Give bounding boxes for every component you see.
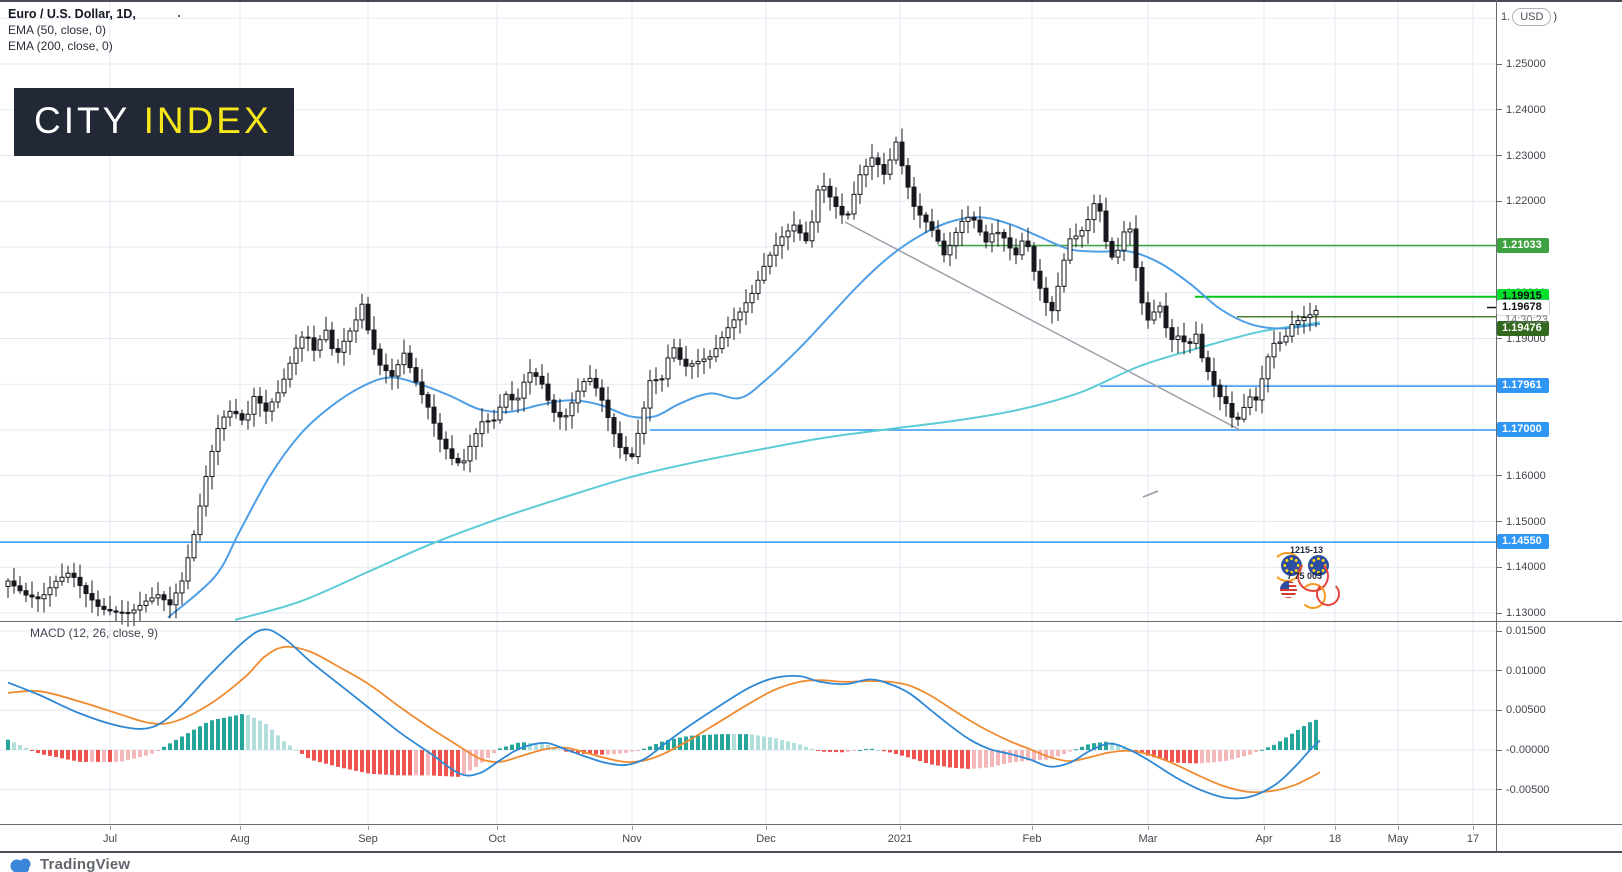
candlesticks — [5, 128, 1319, 627]
top-border — [0, 0, 1622, 2]
time-label-2021: 2021 — [887, 833, 913, 845]
price-axis-border — [1496, 0, 1497, 851]
time-label-Apr: Apr — [1255, 833, 1273, 845]
axis-top-row: 1. USD ) — [1501, 8, 1557, 26]
time-tick — [632, 826, 633, 830]
ema50-line — [167, 216, 1321, 619]
time-tick — [1264, 826, 1265, 830]
price-level-label-1.21033: 1.21033 — [1497, 237, 1549, 253]
stray-dot — [178, 15, 180, 17]
macd-tick-0.01000: 0.01000 — [1497, 664, 1546, 678]
macd-histogram — [6, 714, 1318, 777]
macd-indicator-label[interactable]: MACD (12, 26, close, 9) — [30, 626, 159, 640]
tradingview-cloud-icon — [10, 858, 31, 872]
event-ring-icon — [1316, 582, 1340, 606]
eu-flag-icon — [1281, 555, 1302, 576]
brand-word-city: CITY — [34, 100, 131, 141]
time-tick — [1148, 826, 1149, 830]
symbol-title[interactable]: Euro / U.S. Dollar, 1D, — [8, 7, 136, 21]
price-tick-1.14000: 1.14000 — [1497, 560, 1546, 574]
price-level-label-1.17961: 1.17961 — [1497, 378, 1549, 394]
time-tick — [240, 826, 241, 830]
axis-partial-label-right: ) — [1553, 11, 1558, 23]
event-badge-bottom: 7 75 003 — [1287, 571, 1323, 581]
price-tick-1.25000: 1.25000 — [1497, 57, 1546, 71]
city-index-logo: CITY INDEX — [14, 88, 294, 156]
us-flag-icon — [1280, 581, 1297, 598]
time-tick — [900, 826, 901, 830]
price-level-label-1.14550: 1.14550 — [1497, 534, 1549, 550]
time-tick — [1473, 826, 1474, 830]
indicator-ema200-label[interactable]: EMA (200, close, 0) — [8, 39, 113, 53]
time-axis-border — [0, 824, 1622, 825]
usd-currency-button[interactable]: USD — [1512, 8, 1552, 26]
price-tick-1.24000: 1.24000 — [1497, 103, 1546, 117]
time-label-Oct: Oct — [488, 833, 506, 845]
time-tick — [1032, 826, 1033, 830]
macd-tick--0.00000: -0.00000 — [1497, 743, 1549, 757]
time-label-Mar: Mar — [1138, 833, 1158, 845]
price-tick-1.22000: 1.22000 — [1497, 194, 1546, 208]
time-tick — [1335, 826, 1336, 830]
price-axis[interactable]: 1. USD ) 1.25000 1.24000 1.23000 1.22000 1.2… — [1497, 0, 1622, 851]
macd-tick--0.00500: -0.00500 — [1497, 783, 1549, 797]
time-label-Dec: Dec — [756, 833, 776, 845]
panel-divider[interactable] — [0, 621, 1622, 622]
trendline — [844, 221, 1241, 431]
time-tick — [1398, 826, 1399, 830]
event-badge-top: 1215-13 — [1290, 545, 1324, 555]
time-tick — [368, 826, 369, 830]
time-label-Nov: Nov — [622, 833, 642, 845]
price-tick-1.16000: 1.16000 — [1497, 469, 1546, 483]
price-tick-1.15000: 1.15000 — [1497, 515, 1546, 529]
price-tick-1.13000: 1.13000 — [1497, 606, 1546, 620]
chart-legend: Euro / U.S. Dollar, 1D, EMA (50, close, … — [8, 6, 136, 54]
time-tick — [497, 826, 498, 830]
last-price-label: 1.19678 — [1497, 299, 1549, 315]
time-label-May: May — [1387, 833, 1409, 845]
bottom-border — [0, 851, 1622, 853]
time-label-17: 17 — [1466, 833, 1480, 845]
time-label-Aug: Aug — [230, 833, 250, 845]
price-level-label-1.19476: 1.19476 — [1497, 320, 1549, 336]
chart-plot-area[interactable] — [0, 0, 1496, 824]
small-gray-mark — [1142, 490, 1159, 498]
ema200-line — [234, 321, 1321, 621]
macd-tick-0.00500: 0.00500 — [1497, 703, 1546, 717]
macd-tick-0.01500: 0.01500 — [1497, 624, 1546, 638]
indicator-ema50-label[interactable]: EMA (50, close, 0) — [8, 23, 107, 37]
time-label-Feb: Feb — [1022, 833, 1042, 845]
macd-line — [7, 628, 1321, 800]
time-tick — [766, 826, 767, 830]
axis-partial-label: 1. — [1501, 11, 1511, 23]
time-label-Sep: Sep — [358, 833, 378, 845]
price-tick-1.23000: 1.23000 — [1497, 149, 1546, 163]
time-label-18: 18 — [1328, 833, 1342, 845]
tradingview-logo-text: TradingView — [40, 856, 131, 872]
tradingview-logo[interactable]: TradingView — [10, 856, 130, 872]
macd-signal-line — [7, 645, 1321, 794]
chart-svg[interactable] — [0, 0, 1496, 824]
price-level-label-1.17000: 1.17000 — [1497, 422, 1549, 438]
time-tick — [110, 826, 111, 830]
last-price-time: 14:30:23 — [1505, 313, 1548, 326]
brand-word-index: INDEX — [143, 100, 272, 141]
time-label-Jul: Jul — [102, 833, 118, 845]
time-axis[interactable]: Jul Aug Sep Oct Nov Dec 2021 Feb Mar Apr 18 May 17 — [0, 826, 1496, 851]
